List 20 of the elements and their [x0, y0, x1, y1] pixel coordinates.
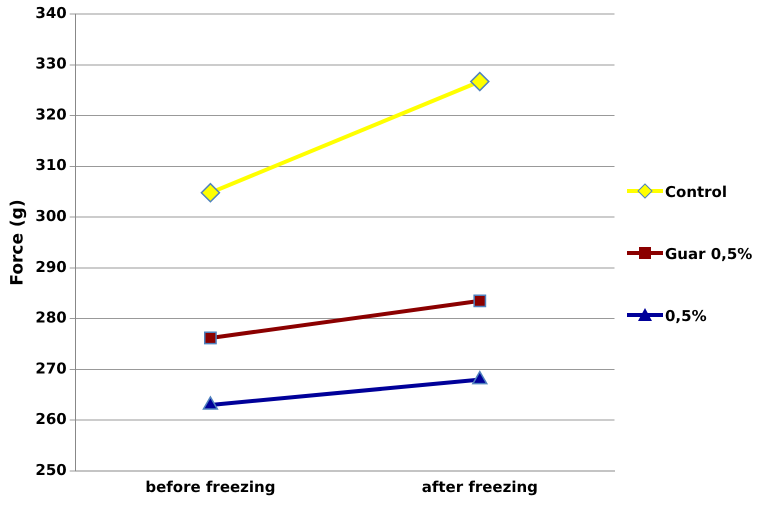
y-tick-label: 280 [35, 308, 67, 327]
point [473, 294, 486, 308]
y-tick-label: 330 [35, 54, 67, 73]
x-tick-label: after freezing [422, 478, 538, 496]
y-tick-label: 310 [35, 156, 67, 174]
point [204, 332, 217, 344]
y-tick-label: 270 [35, 359, 67, 378]
y-tick-label: 300 [35, 207, 67, 225]
y-axis-title: Force (g) [8, 199, 28, 286]
y-tick-label: 260 [35, 410, 67, 428]
legend-label: Guar 0,5% [665, 244, 754, 265]
y-tick-label: 290 [35, 258, 67, 276]
point [200, 182, 220, 202]
legend-label: 0,5% [665, 306, 708, 327]
y-tick-label: 320 [35, 105, 67, 124]
x-tick-label: before freezing [145, 478, 276, 496]
point [470, 72, 490, 92]
y-tick-label: 250 [35, 460, 67, 479]
y-tick-label: 340 [35, 4, 67, 22]
legend-label: Control [665, 182, 728, 203]
